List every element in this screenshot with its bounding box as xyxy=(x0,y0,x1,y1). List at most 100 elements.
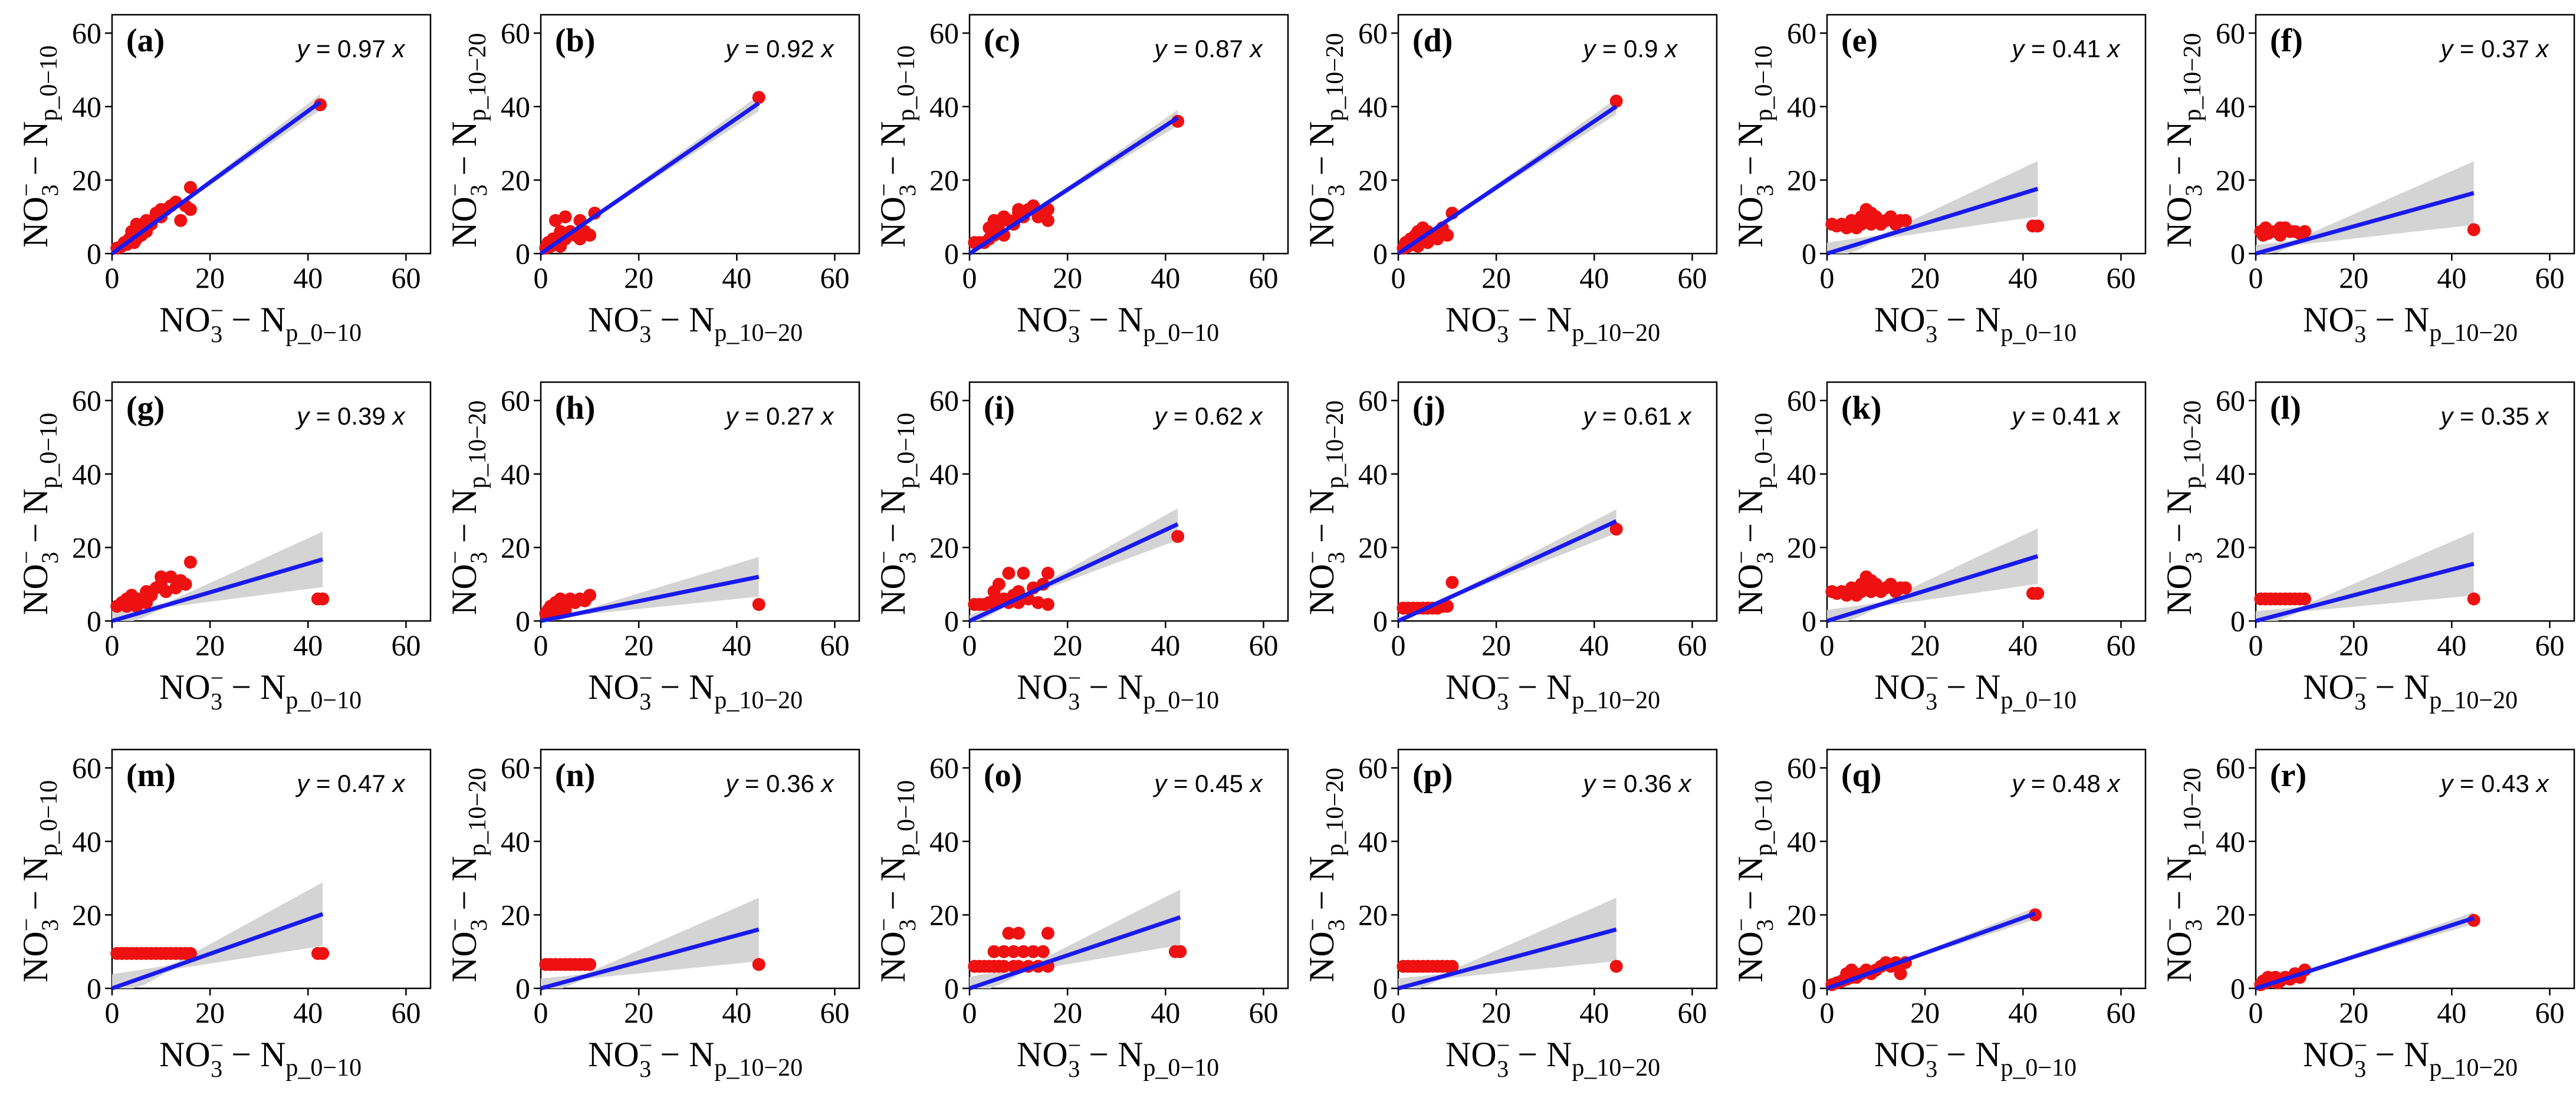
y-tick-label: 40 xyxy=(501,458,530,491)
y-tick-label: 40 xyxy=(1358,90,1388,123)
x-tick-label: 20 xyxy=(1053,996,1082,1029)
data-point xyxy=(752,597,765,611)
data-point xyxy=(583,589,597,602)
y-tick-label: 60 xyxy=(72,384,101,417)
x-tick-label: 20 xyxy=(195,996,225,1029)
regression-line xyxy=(1826,911,2036,991)
x-axis-label: NO− 3 − Np_0−10 xyxy=(159,297,362,347)
regression-equation: y = 0.41 x xyxy=(2010,35,2121,63)
x-tick-label: 0 xyxy=(1820,261,1835,294)
y-tick-label: 60 xyxy=(2216,17,2245,50)
y-axis-label: NO−3 − Np_10−20 xyxy=(442,33,492,248)
panel-label: (g) xyxy=(126,390,165,426)
regression-line xyxy=(540,574,760,623)
x-tick-label: 20 xyxy=(195,629,225,662)
data-point xyxy=(164,570,178,584)
data-point xyxy=(1027,945,1040,958)
y-tick-label: 20 xyxy=(72,898,101,931)
x-tick-label: 20 xyxy=(1481,629,1511,662)
panel-label: (a) xyxy=(126,22,165,59)
x-axis-label: NO− 3 − Np_10−20 xyxy=(1445,665,1660,715)
data-point xyxy=(174,213,188,227)
panel-o: 0 20 40 60 0 20 40 60 (o) y = 0.45 x NO− 3 − Np_0−1… xyxy=(870,748,1289,1082)
regression-line xyxy=(2255,916,2475,991)
panel-label: (q) xyxy=(1841,757,1881,794)
panel-j: 0 20 40 60 0 20 40 60 (j) y = 0.61 x NO− 3 − Np_10−… xyxy=(1299,381,1718,715)
x-tick-label: 60 xyxy=(391,996,420,1029)
panel-label: (r) xyxy=(2270,757,2306,794)
plot-frame xyxy=(540,381,860,622)
data-point xyxy=(987,945,1001,958)
y-tick-label: 20 xyxy=(1787,898,1816,931)
y-tick-label: 0 xyxy=(2230,237,2245,270)
y-tick-label: 40 xyxy=(501,90,530,123)
data-point xyxy=(1002,567,1016,580)
y-tick-label: 0 xyxy=(2230,604,2245,637)
y-tick-label: 40 xyxy=(1358,825,1388,858)
data-point xyxy=(183,556,197,569)
panel-label: (b) xyxy=(555,22,595,59)
panel-label: (c) xyxy=(984,22,1020,59)
y-tick-label: 40 xyxy=(2216,825,2245,858)
y-tick-label: 20 xyxy=(2216,531,2245,564)
y-axis-label: NO−3 − Np_10−20 xyxy=(2157,33,2207,248)
x-axis-label: NO− 3 − Np_0−10 xyxy=(1017,665,1219,715)
y-tick-label: 40 xyxy=(1787,825,1816,858)
y-tick-label: 60 xyxy=(2216,751,2245,784)
data-point xyxy=(1445,959,1459,973)
data-point xyxy=(183,180,197,194)
x-tick-label: 20 xyxy=(1910,261,1940,294)
x-axis-label: NO− 3 − Np_0−10 xyxy=(1017,297,1219,347)
y-tick-label: 20 xyxy=(72,163,101,196)
y-axis-label: NO−3 − Np_10−20 xyxy=(2157,768,2207,982)
data-point xyxy=(1012,926,1026,940)
confidence-band xyxy=(1827,528,2038,621)
confidence-band xyxy=(1827,161,2038,254)
y-axis-label: NO−3 − Np_10−20 xyxy=(1299,33,1349,248)
plot-frame xyxy=(1397,748,1718,990)
x-tick-label: 40 xyxy=(2008,261,2038,294)
x-tick-label: 20 xyxy=(2339,996,2368,1029)
x-tick-label: 60 xyxy=(391,629,420,662)
x-axis-label: NO− 3 − Np_10−20 xyxy=(588,297,803,347)
regression-line xyxy=(110,100,322,255)
panel-label: (p) xyxy=(1412,757,1453,794)
x-tick-label: 0 xyxy=(962,996,977,1029)
data-point xyxy=(159,585,173,599)
plot-frame xyxy=(1397,14,1718,255)
x-axis-label: NO− 3 − Np_10−20 xyxy=(588,1032,803,1082)
x-tick-label: 0 xyxy=(1391,996,1406,1029)
confidence-band xyxy=(2256,161,2474,254)
data-point xyxy=(314,98,327,111)
y-tick-label: 20 xyxy=(1358,898,1388,931)
regression-line xyxy=(540,101,760,255)
regression-line xyxy=(1397,104,1618,255)
x-tick-label: 40 xyxy=(1579,629,1609,662)
y-tick-label: 20 xyxy=(1787,163,1816,196)
y-axis-label: NO−3 − Np_0−10 xyxy=(13,780,63,982)
data-point xyxy=(1036,945,1050,958)
regression-line xyxy=(1397,519,1618,623)
y-axis-label: NO−3 − Np_10−20 xyxy=(442,768,492,982)
x-tick-label: 20 xyxy=(1910,629,1940,662)
x-tick-label: 0 xyxy=(534,629,548,662)
plot-frame xyxy=(2255,14,2575,255)
regression-equation: y = 0.36 x xyxy=(1581,770,1692,797)
data-point xyxy=(1445,576,1459,589)
x-tick-label: 0 xyxy=(962,629,977,662)
y-tick-label: 0 xyxy=(2230,972,2245,1005)
y-tick-label: 0 xyxy=(87,604,101,637)
panel-i: 0 20 40 60 0 20 40 60 (i) y = 0.62 x NO− 3 − Np_0−1… xyxy=(870,381,1289,715)
x-axis-label: NO− 3 − Np_0−10 xyxy=(1874,297,2076,347)
y-axis-label: NO−3 − Np_0−10 xyxy=(13,413,63,615)
regression-line xyxy=(1398,927,1617,991)
y-axis-label: NO−3 − Np_0−10 xyxy=(870,413,921,615)
regression-equation: y = 0.39 x xyxy=(295,402,406,430)
y-tick-label: 0 xyxy=(944,237,959,270)
y-tick-label: 60 xyxy=(501,17,530,50)
x-tick-label: 60 xyxy=(820,261,849,294)
y-axis-label: NO−3 − Np_10−20 xyxy=(442,400,492,615)
y-tick-label: 20 xyxy=(929,163,959,196)
regression-line xyxy=(2255,191,2475,256)
x-tick-label: 60 xyxy=(2106,996,2135,1029)
